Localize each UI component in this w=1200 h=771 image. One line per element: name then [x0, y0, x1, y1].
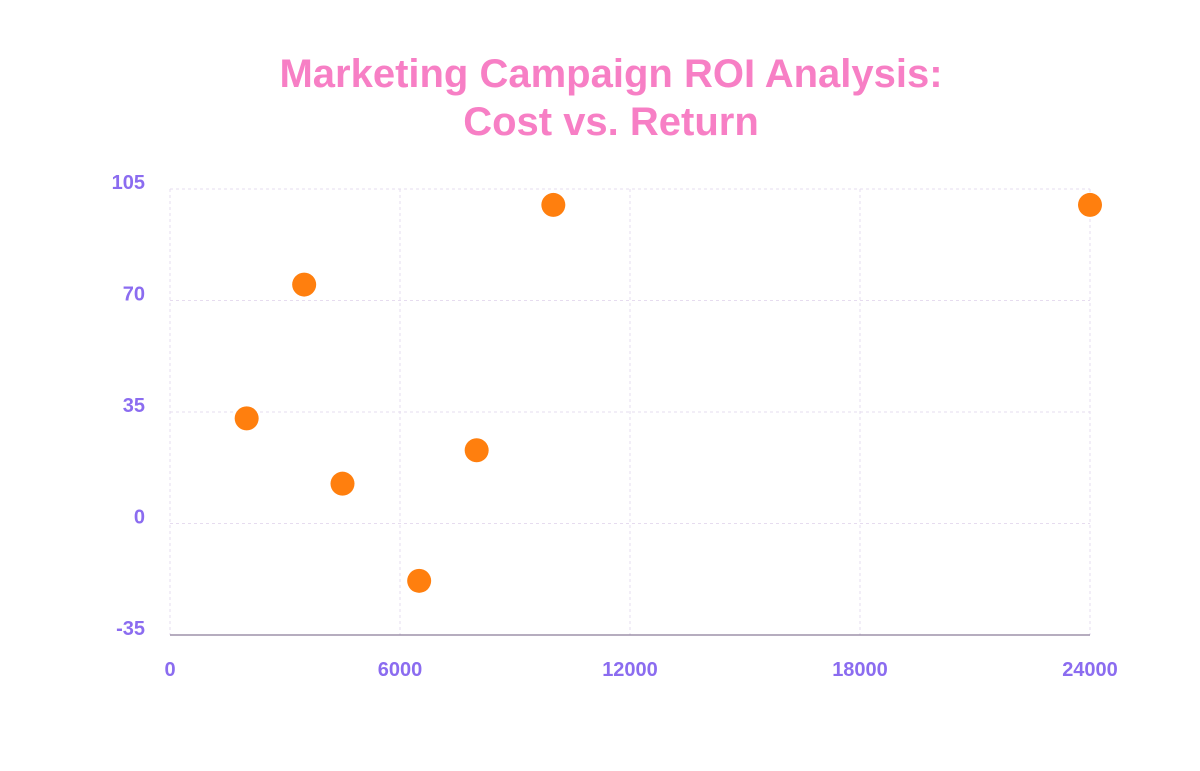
y-tick-label: 0: [134, 507, 145, 529]
x-tick-label: 12000: [602, 659, 658, 681]
grid: [169, 188, 1091, 635]
y-tick-label: 35: [123, 395, 145, 417]
y-tick-label: -35: [116, 618, 145, 640]
chart-title-line-1: Marketing Campaign ROI Analysis:: [279, 52, 943, 96]
data-point: [1078, 192, 1102, 217]
data-point: [292, 272, 317, 297]
data-point: [541, 192, 566, 217]
x-tick-label: 18000: [832, 659, 888, 681]
data-point: [330, 471, 355, 496]
chart-title: Marketing Campaign ROI Analysis: Cost vs…: [0, 50, 1200, 146]
x-tick-label: 0: [164, 659, 175, 681]
chart-title-line-2: Cost vs. Return: [463, 100, 759, 144]
x-tick-label: 6000: [378, 659, 423, 681]
data-point: [234, 406, 259, 431]
data-point: [407, 568, 432, 593]
y-tick-label: 70: [123, 284, 145, 306]
data-points: [234, 192, 1102, 593]
x-tick-label: 24000: [1062, 659, 1118, 681]
tick-labels: 0 6000 12000 18000 24000 -35 0 35 70 105: [112, 172, 1118, 681]
data-point: [464, 438, 489, 463]
y-tick-label: 105: [112, 172, 145, 194]
